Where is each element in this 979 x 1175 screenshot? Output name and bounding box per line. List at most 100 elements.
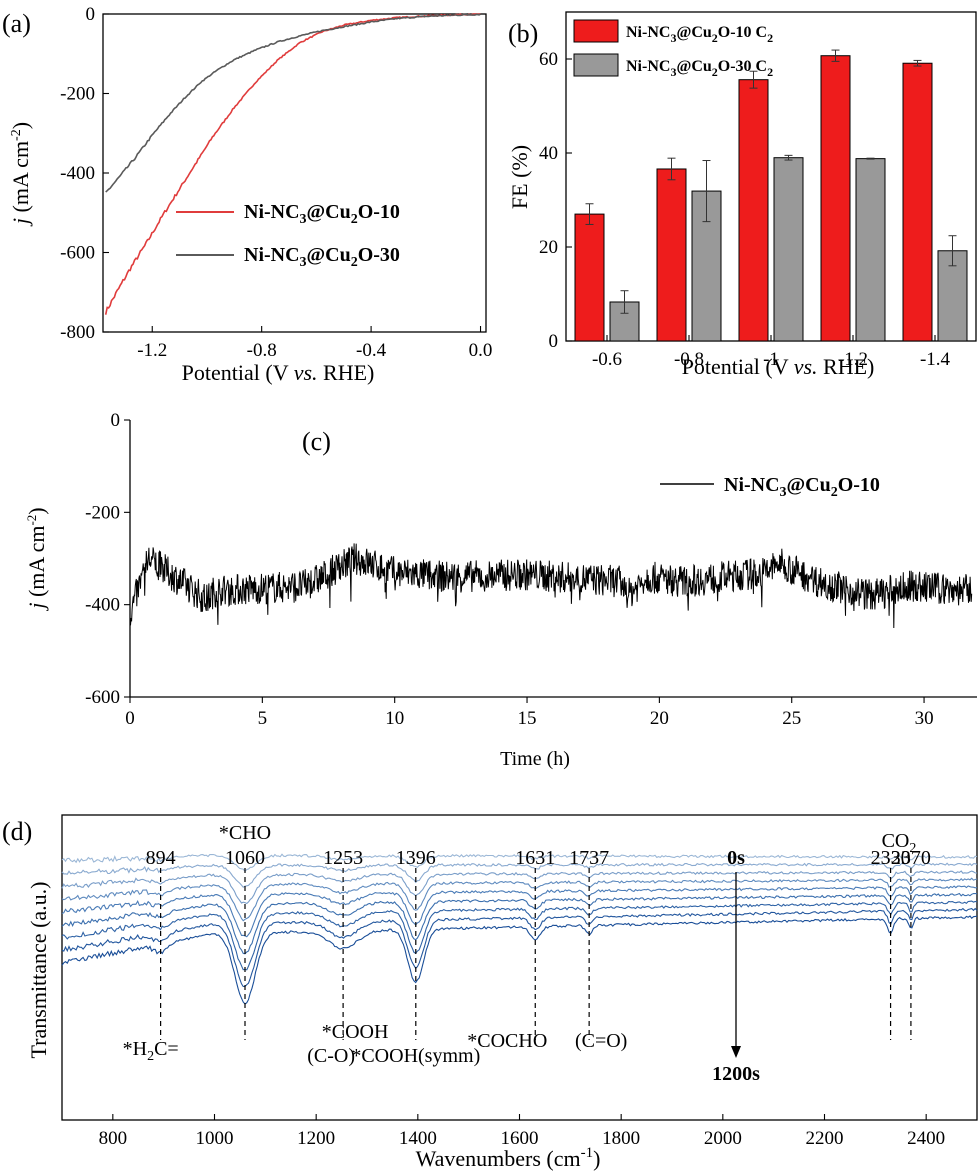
- panel-d-peak-species: *H2C=: [123, 1038, 179, 1064]
- panel-d-xtick-label: 1200: [297, 1128, 335, 1149]
- panel-c-xlabel: Time (h): [500, 748, 570, 770]
- panel-c-label: (c): [302, 427, 331, 456]
- panel-d-peak-species: (C=O): [575, 1030, 627, 1052]
- panel-a-xlabel: Potential (V vs. RHE): [182, 360, 375, 385]
- panel-a-legend-label: Ni-NC3@Cu2O-10: [244, 201, 400, 227]
- panel-d-peak-species: *COCHO: [467, 1030, 547, 1052]
- panel-d-peak-species: *COOH: [322, 1021, 389, 1043]
- panel-d-spectrum-line: [61, 862, 978, 888]
- panel-d-spectrum-line: [61, 907, 978, 988]
- panel-b-bar: [855, 158, 886, 342]
- panel-b-legend-label: Ni-NC3@Cu2O-10 C2: [626, 24, 773, 45]
- panel-d-peak-label: 1060: [225, 847, 265, 869]
- panel-d-peak-label: 1631: [515, 847, 555, 869]
- panel-c-xtick-label: 10: [385, 708, 404, 729]
- panel-b-bar: [773, 157, 804, 342]
- panel-b-legend: Ni-NC3@Cu2O-10 C2 Ni-NC3@Cu2O-30 C2: [573, 19, 773, 79]
- panel-d-spectrum-line: [61, 892, 978, 955]
- panel-b-ytick-label: 20: [539, 237, 558, 258]
- panel-d-peak-label: 1737: [569, 847, 609, 869]
- panel-b-xtick-label: -1.4: [920, 349, 951, 370]
- panel-d-spectrum-line: [61, 915, 978, 1005]
- panel-c-xtick-label: 5: [258, 708, 268, 729]
- panel-a-xtick-label: 0.0: [469, 340, 493, 361]
- panel-c-legend-label: Ni-NC3@Cu2O-10: [724, 474, 880, 500]
- panel-b-ytick-label: 60: [539, 49, 558, 70]
- panel-b-ytick-label: 0: [549, 331, 559, 352]
- panel-b-label: (b): [508, 19, 538, 48]
- panel-a-legend-label: Ni-NC3@Cu2O-30: [244, 244, 400, 270]
- panel-d-peak-label: 2330: [871, 847, 911, 869]
- panel-d-spectrum-line: [61, 885, 978, 938]
- panel-b-ticks: 0 20 40 60 -0.6 -0.8 -1 -1.2 -1.4: [539, 49, 951, 370]
- panel-a-label: (a): [2, 9, 31, 38]
- panel-c-xtick-label: 15: [518, 708, 537, 729]
- panel-b-bar: [902, 62, 933, 342]
- panel-a-ytick-label: -400: [60, 163, 95, 184]
- panel-a-ytick-label: 0: [86, 4, 96, 25]
- panel-b-xtick-label: -0.8: [674, 349, 704, 370]
- panel-b-legend-label: Ni-NC3@Cu2O-30 C2: [626, 58, 773, 79]
- panel-d-xtick-label: 1000: [196, 1128, 234, 1149]
- panel-d-peaks: 894 *H2C= 1060 *CHO 1253 *COOH(C-O) 1396 *COOH(…: [123, 822, 931, 1067]
- panel-c-line: [129, 543, 973, 629]
- panel-d-peak-species: (C-O): [307, 1045, 355, 1067]
- panel-d-spectra: [61, 853, 978, 1005]
- co2-label: CO2: [882, 830, 917, 856]
- panel-d-spectrum-line: [61, 877, 978, 922]
- time-end-label: 1200s: [712, 1063, 760, 1085]
- panel-d-spectrum-line: [61, 870, 978, 905]
- panel-a-lines: [104, 13, 481, 315]
- panel-c-series-line: [129, 543, 973, 629]
- panel-d-xtick-label: 800: [99, 1128, 128, 1149]
- panel-d-xtick-label: 1800: [602, 1128, 640, 1149]
- panel-c-ytick-label: 0: [111, 410, 121, 431]
- panel-a-frame: [102, 13, 487, 333]
- time-start-label: 0s: [727, 847, 745, 869]
- panel-c-ticks: 0 5 10 15 20 25 30 0 -200 -400 -600: [85, 410, 933, 729]
- panel-d-spectrum-line: [61, 900, 978, 971]
- panel-b-bar: [656, 168, 687, 342]
- panel-c-xtick-label: 25: [782, 708, 801, 729]
- panel-d: (d) 800 1000 1200 1400 1600 1800 2000 2200 2400 …: [2, 814, 978, 1171]
- panel-d-peak-label: 894: [146, 847, 176, 869]
- panel-c: (c) 0 5 10 15 20 25 30 0 -200 -400 -600 Time (h) j…: [24, 410, 977, 770]
- panel-b-ytick-label: 40: [539, 143, 558, 164]
- panel-d-label: (d): [2, 817, 32, 846]
- panel-b-bar: [574, 213, 605, 342]
- panel-c-xtick-label: 0: [125, 708, 135, 729]
- panel-c-ytick-label: -400: [85, 595, 120, 616]
- panel-d-xtick-label: 2000: [704, 1128, 742, 1149]
- time-arrow-head: [731, 1046, 741, 1058]
- panel-c-legend: Ni-NC3@Cu2O-10: [660, 474, 880, 500]
- panel-a-ylabel: j (mA cm-2): [8, 122, 33, 227]
- panel-a-xtick-label: -0.4: [356, 340, 387, 361]
- panel-d-xtick-label: 2400: [907, 1128, 945, 1149]
- panel-d-xtick-label: 1600: [501, 1128, 539, 1149]
- panel-d-xlabel: Wavenumbers (cm-1): [416, 1145, 601, 1171]
- panel-a-series-line-1: [104, 13, 481, 315]
- panel-b-legend-swatch: [573, 53, 619, 77]
- panel-c-ytick-label: -200: [85, 502, 120, 523]
- panel-c-ylabel: j (mA cm-2): [24, 507, 49, 611]
- panel-d-xtick-label: 2200: [806, 1128, 844, 1149]
- panel-b-bar: [738, 79, 769, 342]
- panel-c-ytick-label: -600: [85, 687, 120, 708]
- panel-d-peak-label: 1396: [396, 847, 436, 869]
- panel-a-xtick-label: -1.2: [137, 340, 167, 361]
- panel-d-peak-label: 2370: [891, 847, 931, 869]
- panel-a-ytick-label: -800: [60, 322, 95, 343]
- panel-b-xtick-label: -0.6: [592, 349, 622, 370]
- panel-a-ticks: -1.2 -0.8 -0.4 0.0 0 -200 -400 -600 -800: [60, 4, 492, 361]
- panel-b-bar: [820, 55, 851, 342]
- panel-a-ytick-label: -600: [60, 243, 95, 264]
- panel-b-xlabel: Potential (V vs. RHE): [682, 354, 875, 379]
- panel-a-series-line-2: [105, 13, 481, 193]
- panel-a: (a) -1.2 -0.8 -0.4 0.0 0 -200 -400 -600 -800 Pot…: [2, 4, 492, 385]
- panel-d-spectrum-line: [61, 853, 978, 873]
- panel-b: (b) 0 20 40 60 -0.6 -0.8 -1 -1.2 -1.4 Potential …: [507, 11, 977, 379]
- panel-a-xtick-label: -0.8: [247, 340, 277, 361]
- panel-c-xtick-label: 20: [650, 708, 669, 729]
- panel-b-ylabel: FE (%): [507, 145, 532, 209]
